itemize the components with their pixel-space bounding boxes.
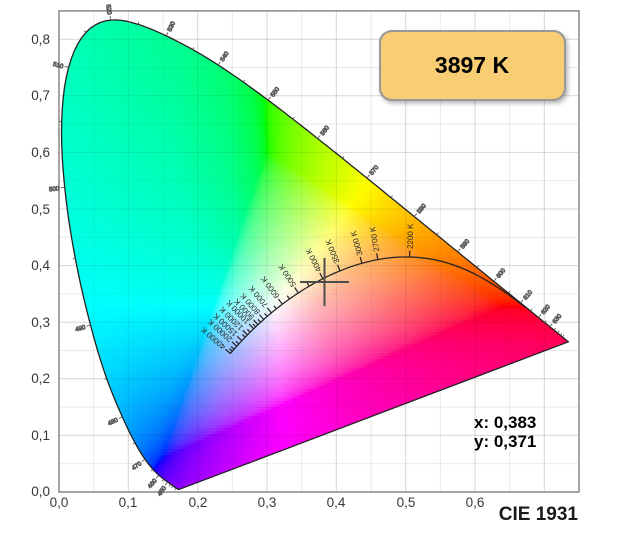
svg-text:0,2: 0,2 xyxy=(31,371,50,386)
svg-text:x: 0,383: x: 0,383 xyxy=(474,413,536,432)
svg-text:0,7: 0,7 xyxy=(31,88,50,103)
svg-text:0,6: 0,6 xyxy=(466,495,485,510)
svg-text:500: 500 xyxy=(49,185,61,193)
svg-text:0,4: 0,4 xyxy=(327,495,346,510)
svg-text:510: 510 xyxy=(52,61,64,71)
svg-text:480: 480 xyxy=(107,417,120,428)
svg-text:y: 0,371: y: 0,371 xyxy=(474,432,536,451)
svg-text:3897 K: 3897 K xyxy=(435,52,510,78)
svg-text:0,3: 0,3 xyxy=(258,495,277,510)
svg-text:0,4: 0,4 xyxy=(31,258,50,273)
svg-text:0,5: 0,5 xyxy=(31,202,50,217)
svg-text:0,1: 0,1 xyxy=(31,428,50,443)
svg-text:0,8: 0,8 xyxy=(31,32,50,47)
svg-text:530: 530 xyxy=(166,20,177,33)
svg-text:2700 K: 2700 K xyxy=(368,225,381,252)
svg-text:0,5: 0,5 xyxy=(397,495,416,510)
svg-text:CIE 1931: CIE 1931 xyxy=(499,504,579,525)
svg-text:0,0: 0,0 xyxy=(50,495,69,510)
svg-text:490: 490 xyxy=(75,324,87,334)
svg-text:0,2: 0,2 xyxy=(189,495,208,510)
svg-text:2200 K: 2200 K xyxy=(406,223,415,249)
svg-text:520: 520 xyxy=(104,4,112,16)
svg-text:0,6: 0,6 xyxy=(31,145,50,160)
svg-text:0,3: 0,3 xyxy=(31,315,50,330)
svg-text:0,1: 0,1 xyxy=(119,495,138,510)
svg-text:0,0: 0,0 xyxy=(31,484,50,499)
